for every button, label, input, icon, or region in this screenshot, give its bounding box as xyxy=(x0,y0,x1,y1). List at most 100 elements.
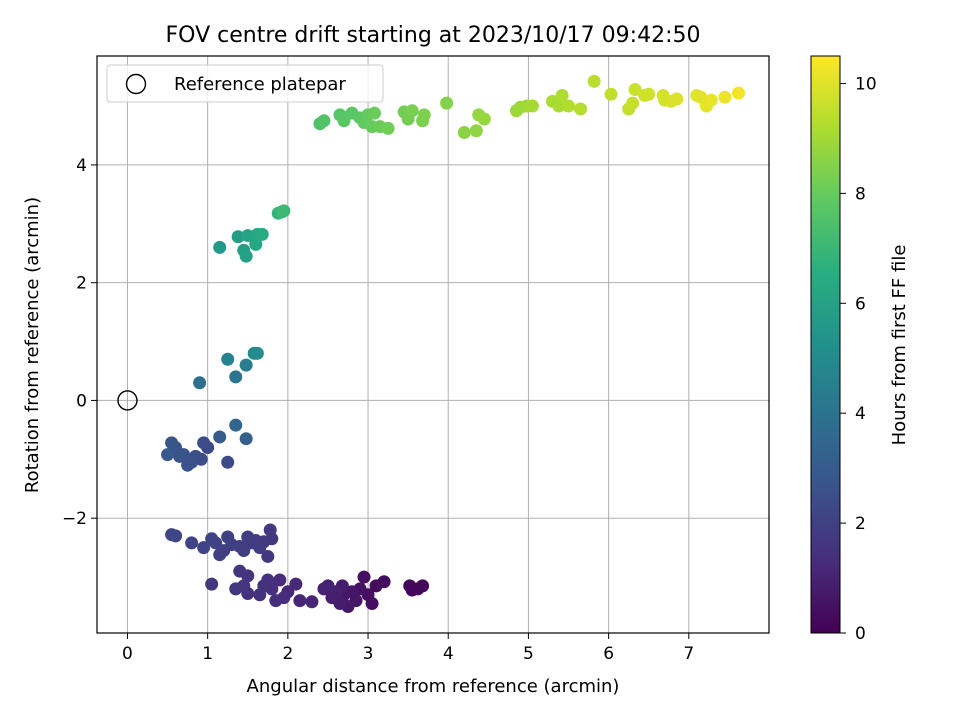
data-point xyxy=(229,418,243,432)
x-axis-label: Angular distance from reference (arcmin) xyxy=(247,676,620,697)
colorbar-tick-label: 8 xyxy=(855,184,866,204)
legend: Reference platepar xyxy=(106,64,384,103)
data-point xyxy=(628,83,642,97)
data-point xyxy=(241,229,255,243)
data-point xyxy=(305,595,319,609)
data-point xyxy=(587,74,601,88)
data-point xyxy=(229,370,243,384)
data-point xyxy=(249,237,263,251)
data-point xyxy=(205,577,219,591)
data-point xyxy=(357,570,371,584)
data-point xyxy=(269,594,283,608)
data-point xyxy=(626,96,640,110)
x-tick-label: 2 xyxy=(282,644,293,664)
y-tick-label: 0 xyxy=(76,391,87,411)
data-point xyxy=(213,548,227,562)
colorbar: 0 2 4 6 8 10 Hours from first FF file xyxy=(810,55,910,644)
data-point xyxy=(477,112,491,126)
y-tick-label: 2 xyxy=(76,274,87,294)
y-tick-label: −2 xyxy=(62,509,87,529)
colorbar-gradient xyxy=(810,55,841,634)
data-point xyxy=(525,99,539,113)
data-point xyxy=(670,92,684,106)
x-tick-label: 7 xyxy=(683,644,694,664)
data-point xyxy=(411,582,425,596)
y-tick-label: 4 xyxy=(76,156,87,176)
data-point xyxy=(213,430,227,444)
legend-box xyxy=(106,64,384,103)
data-point xyxy=(704,93,718,107)
x-tick-label: 1 xyxy=(202,644,213,664)
data-point xyxy=(197,436,211,450)
data-point xyxy=(440,96,454,110)
colorbar-tick-label: 0 xyxy=(855,624,866,644)
data-point xyxy=(369,579,383,593)
data-point xyxy=(165,528,179,542)
data-point xyxy=(165,436,179,450)
data-point xyxy=(574,102,588,116)
data-point xyxy=(261,549,275,563)
data-point xyxy=(367,106,381,120)
data-point xyxy=(239,432,253,446)
data-point xyxy=(405,104,419,118)
colorbar-ticks: 0 2 4 6 8 10 xyxy=(840,74,877,644)
chart-title: FOV centre drift starting at 2023/10/17 … xyxy=(166,23,701,48)
x-axis-ticks: 0 1 2 3 4 5 6 7 xyxy=(122,633,694,664)
data-point xyxy=(562,99,576,113)
data-point xyxy=(239,249,253,263)
data-point xyxy=(197,541,211,555)
data-point xyxy=(250,346,264,360)
data-point xyxy=(457,126,471,140)
data-point xyxy=(277,204,291,218)
data-point xyxy=(552,99,566,113)
data-point xyxy=(221,455,235,469)
data-point xyxy=(231,230,245,244)
colorbar-tick-label: 10 xyxy=(855,74,877,94)
legend-entry-reference: Reference platepar xyxy=(174,74,346,95)
data-points xyxy=(161,74,746,614)
data-point xyxy=(417,108,431,122)
colorbar-tick-label: 4 xyxy=(855,404,866,424)
data-point xyxy=(185,536,199,550)
data-point xyxy=(325,591,339,605)
x-tick-label: 3 xyxy=(363,644,374,664)
data-point xyxy=(229,582,243,596)
colorbar-tick-label: 6 xyxy=(855,294,866,314)
plot-frame xyxy=(96,55,770,634)
data-point xyxy=(233,564,247,578)
data-point xyxy=(181,458,195,472)
data-point xyxy=(241,530,255,544)
data-point xyxy=(469,124,483,138)
data-point xyxy=(263,523,277,537)
y-axis-ticks: −2 0 2 4 xyxy=(62,156,97,529)
grid-lines xyxy=(97,56,769,633)
data-point xyxy=(381,121,395,135)
data-point xyxy=(317,114,331,128)
reference-platepar-marker xyxy=(117,390,138,411)
colorbar-tick-label: 2 xyxy=(855,514,866,534)
data-point xyxy=(732,86,746,100)
data-point xyxy=(642,87,656,101)
y-axis-label: Rotation from reference (arcmin) xyxy=(22,197,43,493)
data-point xyxy=(213,240,227,254)
data-point xyxy=(365,597,379,611)
data-point xyxy=(718,90,732,104)
x-tick-label: 5 xyxy=(523,644,534,664)
x-tick-label: 6 xyxy=(603,644,614,664)
reference-marker-layer xyxy=(117,390,138,411)
colorbar-label: Hours from first FF file xyxy=(889,245,910,446)
data-point xyxy=(255,227,269,241)
x-tick-label: 0 xyxy=(122,644,133,664)
data-point xyxy=(161,448,175,462)
data-point xyxy=(317,582,331,596)
data-point xyxy=(604,87,618,101)
legend-reference-marker xyxy=(125,73,147,95)
data-point xyxy=(205,532,219,546)
data-point xyxy=(221,530,235,544)
data-point xyxy=(221,352,235,366)
x-tick-label: 4 xyxy=(443,644,454,664)
data-point xyxy=(239,358,253,372)
data-point xyxy=(273,573,287,587)
data-point xyxy=(253,588,267,602)
